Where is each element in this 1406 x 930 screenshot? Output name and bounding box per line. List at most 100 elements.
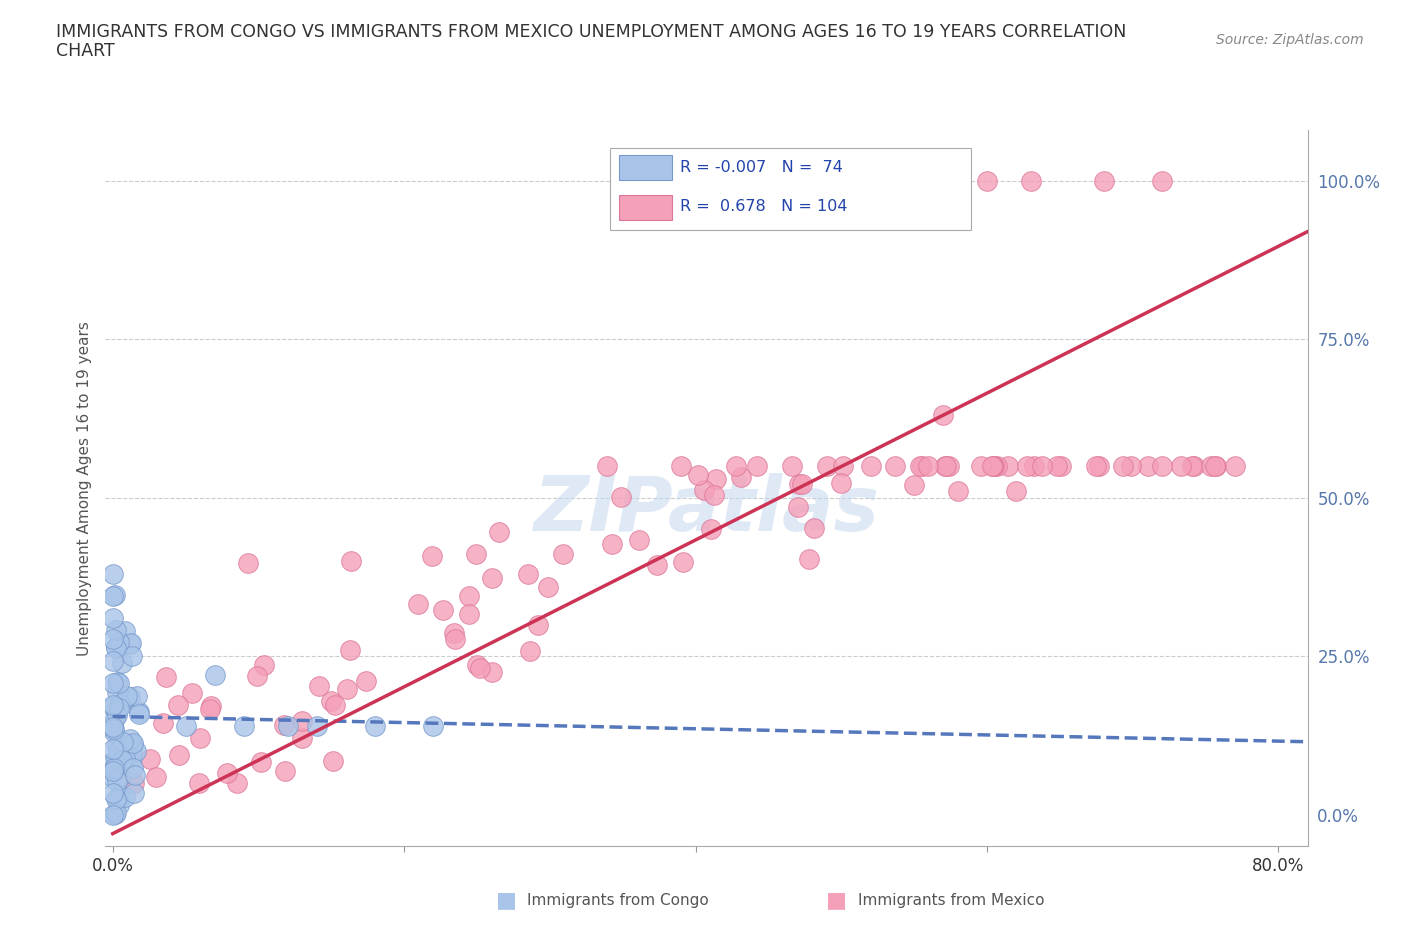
Point — [145, 770, 167, 785]
Text: R =  0.678   N = 104: R = 0.678 N = 104 — [681, 199, 848, 214]
Point — [610, 489, 633, 504]
Point — [169, 748, 191, 763]
Point — [108, 749, 131, 764]
Point — [536, 580, 558, 595]
Point — [128, 705, 150, 720]
Point — [114, 751, 136, 765]
Text: ZIPatlas: ZIPatlas — [533, 472, 880, 547]
Point — [122, 776, 145, 790]
Point — [780, 458, 803, 473]
Point — [101, 566, 124, 581]
Point — [152, 716, 174, 731]
Point — [321, 693, 343, 708]
Point — [938, 458, 960, 473]
Text: Immigrants from Congo: Immigrants from Congo — [527, 893, 709, 908]
Point — [111, 656, 134, 671]
Point — [253, 658, 276, 672]
Point — [114, 623, 136, 638]
Point — [354, 673, 377, 688]
Point — [104, 640, 127, 655]
Point — [1084, 458, 1107, 473]
Point — [108, 788, 131, 803]
Point — [120, 636, 142, 651]
Point — [122, 786, 145, 801]
Point — [910, 458, 932, 473]
Point — [277, 719, 299, 734]
Point — [884, 458, 907, 473]
Point — [1031, 458, 1053, 473]
Point — [730, 470, 752, 485]
Point — [101, 698, 124, 712]
Point — [1005, 484, 1028, 498]
Point — [105, 774, 128, 789]
Point — [981, 458, 1004, 473]
Point — [911, 458, 934, 473]
Point — [200, 702, 222, 717]
Point — [340, 553, 363, 568]
Point — [519, 644, 541, 659]
Point — [101, 632, 124, 647]
Point — [600, 537, 623, 551]
Point — [107, 674, 129, 689]
Point — [1092, 174, 1115, 189]
Point — [103, 724, 125, 739]
Point — [101, 720, 124, 735]
Point — [672, 554, 695, 569]
Point — [104, 791, 127, 806]
Point — [103, 721, 125, 736]
Point — [101, 807, 124, 822]
Point — [101, 610, 124, 625]
Point — [831, 458, 853, 473]
Point — [686, 468, 709, 483]
Point — [104, 806, 127, 821]
Point — [339, 642, 361, 657]
Point — [104, 806, 127, 821]
Point — [553, 547, 575, 562]
Point — [108, 700, 131, 715]
Point — [422, 719, 444, 734]
Point — [110, 768, 132, 783]
Point — [103, 711, 125, 725]
Point — [104, 751, 127, 765]
Text: Immigrants from Mexico: Immigrants from Mexico — [858, 893, 1045, 908]
Point — [645, 558, 668, 573]
Point — [1024, 458, 1046, 473]
Point — [101, 763, 124, 777]
Point — [121, 751, 143, 765]
Text: IMMIGRANTS FROM CONGO VS IMMIGRANTS FROM MEXICO UNEMPLOYMENT AMONG AGES 16 TO 19: IMMIGRANTS FROM CONGO VS IMMIGRANTS FROM… — [56, 23, 1126, 41]
Point — [1150, 174, 1173, 189]
Point — [627, 533, 650, 548]
Point — [671, 458, 693, 473]
Point — [481, 664, 503, 679]
Point — [108, 755, 131, 770]
Point — [107, 737, 129, 752]
Point — [1121, 458, 1143, 473]
Point — [118, 732, 141, 747]
Point — [305, 719, 328, 734]
Point — [997, 458, 1019, 473]
Point — [103, 760, 125, 775]
Point — [934, 458, 956, 473]
Point — [1136, 458, 1159, 473]
Text: R = -0.007   N =  74: R = -0.007 N = 74 — [681, 160, 844, 175]
Point — [1223, 458, 1246, 473]
FancyBboxPatch shape — [619, 194, 672, 220]
Point — [432, 603, 454, 618]
Point — [1199, 458, 1222, 473]
Point — [970, 458, 993, 473]
Point — [238, 555, 260, 570]
Point — [232, 719, 254, 734]
Point — [101, 754, 124, 769]
Point — [406, 596, 429, 611]
Point — [103, 771, 125, 786]
Point — [986, 458, 1008, 473]
Point — [443, 626, 465, 641]
Point — [273, 718, 295, 733]
Point — [1170, 458, 1192, 473]
Point — [121, 745, 143, 760]
Point — [1017, 458, 1039, 473]
Point — [225, 776, 247, 790]
Point — [465, 658, 488, 672]
Point — [903, 478, 925, 493]
Point — [465, 547, 488, 562]
